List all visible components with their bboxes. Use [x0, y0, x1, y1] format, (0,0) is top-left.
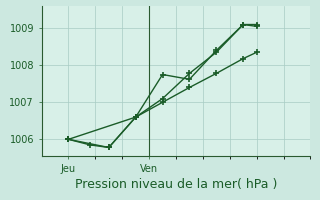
X-axis label: Pression niveau de la mer( hPa ): Pression niveau de la mer( hPa )	[75, 178, 277, 191]
